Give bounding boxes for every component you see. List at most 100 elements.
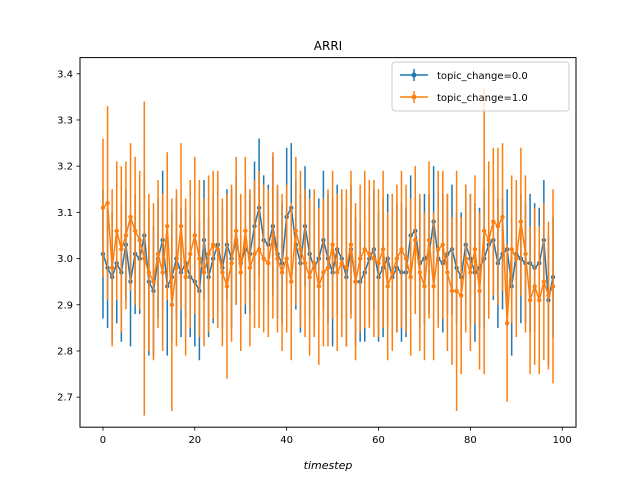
series-1 <box>100 87 556 416</box>
data-point <box>422 284 427 289</box>
data-point <box>243 228 248 234</box>
x-tick-label: 100 <box>553 435 572 446</box>
data-point <box>380 247 386 252</box>
x-tick-label: 40 <box>280 435 293 446</box>
legend-entry: topic_change=1.0 <box>400 91 528 104</box>
data-point <box>275 256 280 261</box>
data-point <box>312 260 317 266</box>
data-point <box>371 256 377 261</box>
data-point <box>165 224 170 229</box>
legend: topic_change=0.0 topic_change=1.0 <box>391 61 570 112</box>
legend-marker-1 <box>411 94 417 100</box>
data-point <box>403 256 409 261</box>
y-axis-ticks: 2.7 2.8 2.9 3.0 3.1 3.2 3.3 3.4 <box>57 69 80 404</box>
y-tick-label: 3.3 <box>57 115 73 126</box>
data-point <box>348 242 354 247</box>
data-point <box>436 247 441 252</box>
y-tick-label: 3.1 <box>57 208 73 219</box>
data-point <box>399 247 404 252</box>
data-point <box>266 260 271 266</box>
data-point <box>426 237 432 243</box>
y-tick-label: 2.8 <box>57 346 73 357</box>
data-point <box>509 247 514 252</box>
data-point <box>270 233 276 238</box>
data-point <box>495 224 501 229</box>
data-point <box>307 274 312 280</box>
data-point <box>541 279 547 284</box>
data-point <box>188 251 193 257</box>
x-tick-label: 60 <box>372 435 385 446</box>
data-point <box>417 270 423 275</box>
data-point <box>463 256 468 261</box>
data-point <box>367 251 372 257</box>
data-point <box>114 228 119 234</box>
data-point <box>514 256 519 261</box>
data-point <box>376 260 381 266</box>
data-point <box>500 214 505 220</box>
data-point <box>284 256 289 261</box>
data-point <box>316 284 322 289</box>
data-point <box>362 247 367 252</box>
data-point <box>256 247 262 252</box>
x-axis-ticks: 0 20 40 60 80 100 <box>100 427 572 446</box>
data-point <box>449 288 455 294</box>
x-tick-label: 20 <box>188 435 201 446</box>
y-tick-label: 2.7 <box>57 393 73 404</box>
data-point <box>481 228 487 234</box>
data-point <box>477 288 482 294</box>
data-point <box>408 274 413 280</box>
x-axis-label: timestep <box>304 459 353 472</box>
data-point <box>445 270 450 275</box>
data-point <box>142 256 147 261</box>
data-point <box>532 284 537 289</box>
legend-entry: topic_change=0.0 <box>400 69 528 82</box>
data-point <box>546 293 551 298</box>
data-point <box>123 233 129 238</box>
data-point <box>353 279 358 284</box>
data-point <box>357 256 363 261</box>
data-point <box>197 256 202 261</box>
data-point <box>151 279 156 284</box>
data-point <box>247 265 253 271</box>
data-point <box>385 284 390 289</box>
data-point <box>289 279 294 284</box>
data-point <box>210 242 216 247</box>
data-point <box>137 237 142 243</box>
data-point <box>100 205 106 210</box>
data-point <box>298 247 303 252</box>
data-point <box>220 270 225 275</box>
data-point <box>334 270 340 275</box>
data-point <box>155 251 161 257</box>
legend-marker-0 <box>411 72 417 78</box>
data-point <box>325 265 331 271</box>
data-point <box>330 242 335 247</box>
plot-marks <box>100 87 556 416</box>
y-tick-label: 3.4 <box>57 69 73 80</box>
data-point <box>394 256 400 261</box>
legend-label-1: topic_change=1.0 <box>437 93 528 104</box>
data-point <box>390 270 395 275</box>
data-point <box>491 219 496 224</box>
data-point <box>224 284 230 289</box>
x-tick-label: 0 <box>100 435 106 446</box>
chart-title: ARRI <box>314 39 342 53</box>
data-point <box>431 284 436 289</box>
data-point <box>468 270 473 275</box>
data-point <box>321 270 326 275</box>
data-point <box>252 251 257 257</box>
data-point <box>550 284 556 289</box>
data-point <box>293 228 299 234</box>
data-point <box>192 233 198 238</box>
data-point <box>279 270 285 275</box>
data-point <box>132 228 138 234</box>
data-point <box>458 293 464 298</box>
data-point <box>233 228 239 234</box>
data-point <box>413 237 418 243</box>
data-point <box>174 265 179 271</box>
data-point <box>339 260 344 266</box>
data-point <box>537 297 542 303</box>
data-point <box>169 302 175 307</box>
data-point <box>504 321 510 326</box>
data-point <box>344 265 349 271</box>
